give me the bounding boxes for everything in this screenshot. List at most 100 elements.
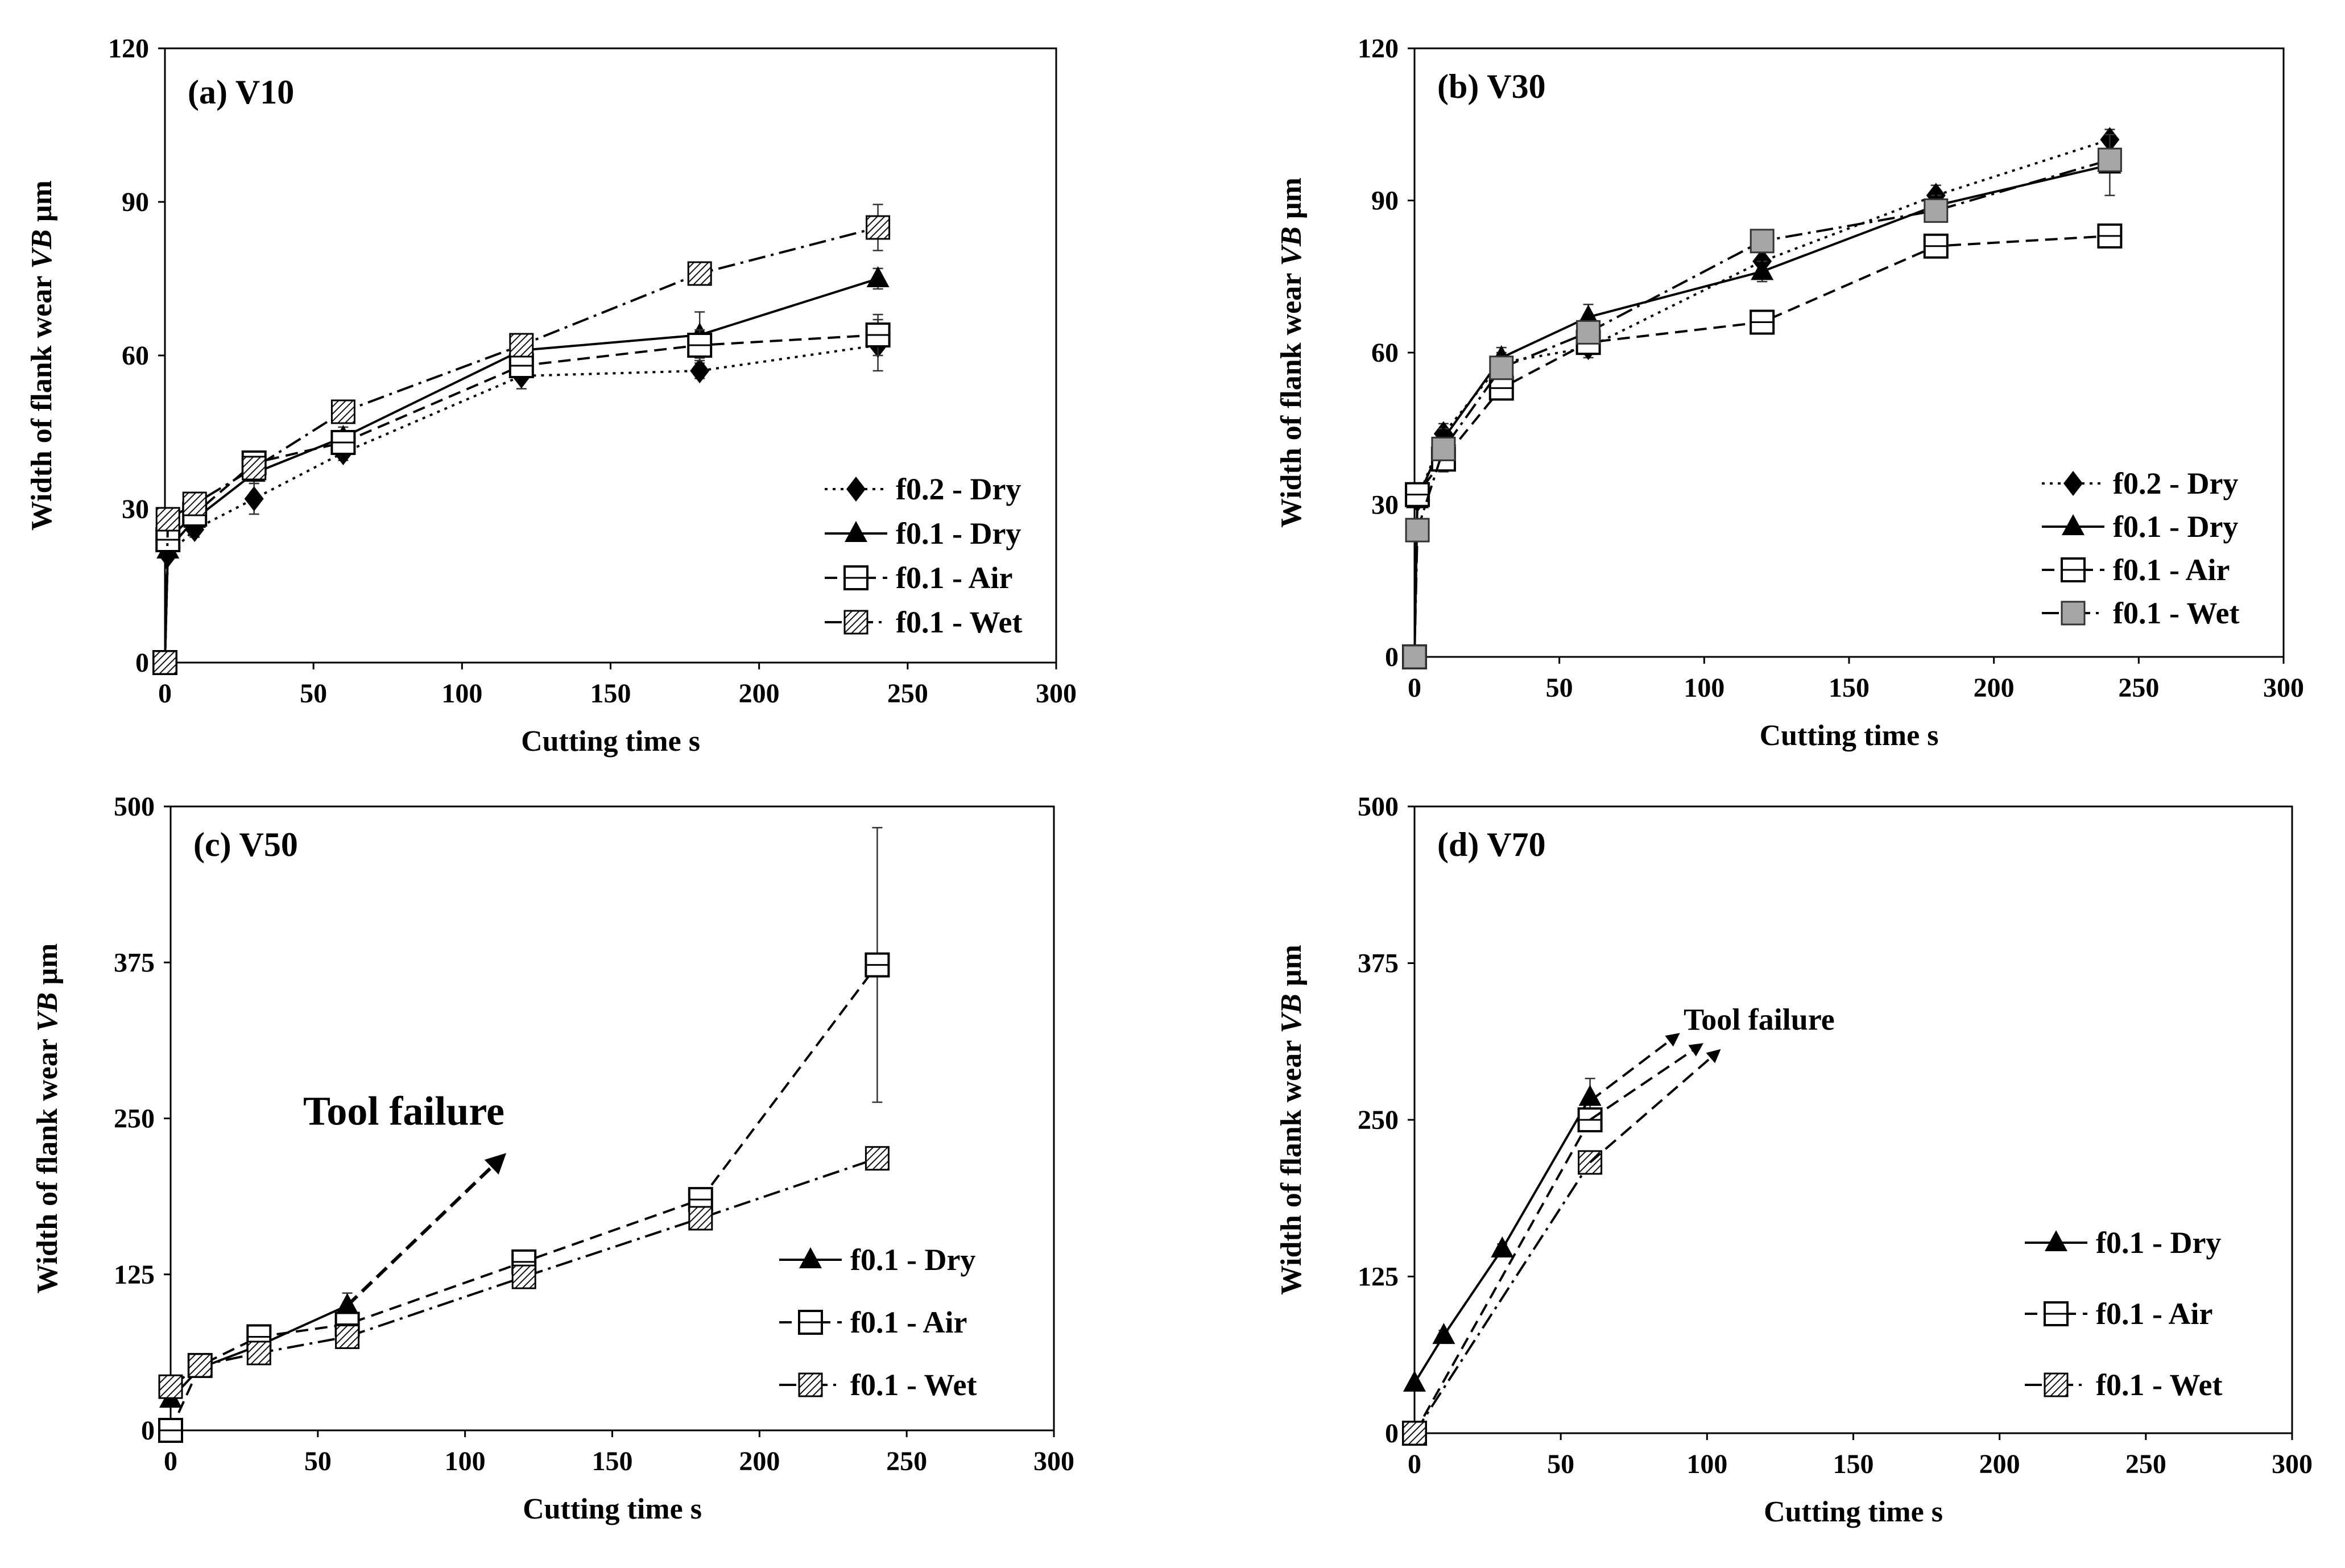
data-point [866, 266, 890, 287]
data-point [242, 456, 267, 481]
x-tick-label: 100 [441, 678, 482, 709]
x-tick-label: 150 [592, 1446, 633, 1476]
x-tick-label: 0 [164, 1446, 177, 1476]
legend-marker [799, 1247, 822, 1268]
legend-label: f0.1 - Air [2096, 1297, 2212, 1331]
y-tick-label: 250 [1358, 1105, 1399, 1135]
y-tick-label: 30 [122, 494, 149, 524]
panel-title: (b) V30 [1437, 68, 1546, 105]
series-line [1413, 1161, 1591, 1434]
data-point [1924, 198, 1949, 223]
chart-panel-1: 0 50 100 150 200 250 300 0 30 60 90 120 Cutting time… [26, 34, 1077, 758]
data-point [687, 261, 712, 286]
series-line [1413, 234, 2110, 657]
legend-marker [2061, 601, 2086, 626]
legend-label: f0.1 - Dry [2096, 1226, 2221, 1260]
data-point [1578, 1085, 1602, 1106]
x-tick-label: 0 [1408, 673, 1421, 703]
data-point [155, 507, 180, 532]
data-point [866, 215, 891, 240]
series-line [169, 1304, 348, 1400]
panel-title: (d) V70 [1437, 826, 1546, 863]
annotation-arrow [1589, 1043, 1704, 1121]
data-point [690, 358, 710, 383]
x-axis-label: Cutting time s [523, 1493, 702, 1525]
y-axis-label: Width of flank wear VB µm [31, 943, 64, 1293]
annotation-arrow [346, 1153, 507, 1307]
y-tick-label: 500 [1358, 792, 1399, 822]
y-tick-label: 90 [122, 187, 149, 217]
data-point [1491, 1236, 1514, 1258]
y-tick-label: 375 [1358, 949, 1399, 979]
annotation-label: Tool failure [1684, 1002, 1835, 1036]
data-point [1402, 644, 1427, 669]
x-tick-label: 200 [1979, 1449, 2020, 1479]
series-1 [1403, 1078, 1602, 1392]
data-point [1431, 436, 1456, 461]
y-tick-label: 0 [141, 1416, 155, 1446]
y-tick-label: 0 [1385, 1418, 1399, 1449]
y-tick-label: 375 [114, 948, 155, 978]
data-point [1576, 320, 1601, 345]
y-tick-label: 120 [108, 34, 149, 64]
x-tick-label: 100 [1684, 673, 1724, 703]
data-point [188, 1353, 213, 1378]
data-point [246, 1341, 271, 1366]
legend-label: f0.1 - Wet [2113, 596, 2239, 630]
x-tick-label: 50 [1546, 673, 1573, 703]
panel-title: (a) V10 [188, 73, 294, 111]
y-tick-label: 125 [1358, 1262, 1399, 1292]
x-tick-label: 100 [445, 1446, 486, 1476]
x-tick-label: 150 [1829, 673, 1870, 703]
legend-marker [846, 477, 866, 502]
legend-marker [2044, 1372, 2069, 1397]
data-point [335, 1324, 360, 1349]
data-point [1405, 518, 1430, 543]
y-axis-label: Width of flank wear VB µm [1275, 945, 1308, 1295]
series-line [1413, 1097, 1591, 1384]
legend-label: f0.2 - Dry [2113, 466, 2238, 500]
data-point [244, 486, 264, 511]
chart-panel-3: 0 50 100 150 200 250 300 0 125 250 375 500 Cutting t… [31, 792, 1074, 1525]
data-point [2097, 147, 2122, 172]
y-tick-label: 120 [1358, 34, 1399, 64]
legend: f0.2 - Dry f0.1 - Dry f0.1 - Air f0.1 - Wet [2042, 466, 2239, 630]
x-tick-label: 250 [886, 1446, 927, 1476]
x-tick-label: 300 [1036, 678, 1077, 709]
y-tick-label: 60 [122, 341, 149, 371]
x-axis-label: Cutting time s [521, 725, 700, 758]
y-tick-label: 500 [114, 792, 155, 822]
legend: f0.1 - Dry f0.1 - Air f0.1 - Wet [2025, 1226, 2222, 1402]
chart-panel-2: 0 50 100 150 200 250 300 0 30 60 90 120 Cutting time… [1275, 34, 2304, 752]
x-tick-label: 300 [2263, 673, 2304, 703]
annotation-arrow [1589, 1049, 1721, 1164]
legend-marker [2045, 1230, 2067, 1251]
legend-label: f0.2 - Dry [896, 472, 1021, 506]
legend-marker [845, 521, 867, 542]
legend-label: f0.1 - Dry [2113, 510, 2238, 544]
x-tick-label: 200 [739, 1446, 780, 1476]
x-axis-label: Cutting time s [1760, 719, 1939, 752]
legend-label: f0.1 - Wet [896, 605, 1022, 639]
data-point [688, 1206, 713, 1231]
series-3 [152, 313, 891, 675]
legend-label: f0.1 - Wet [2096, 1368, 2222, 1402]
x-tick-label: 150 [590, 678, 631, 709]
x-tick-label: 300 [1033, 1446, 1074, 1476]
legend-marker [2063, 471, 2083, 496]
series-line [1413, 1119, 1591, 1434]
data-point [865, 1146, 890, 1171]
data-point [1403, 1370, 1426, 1392]
data-point [511, 1264, 536, 1289]
series-line [1413, 159, 2110, 657]
data-point [1402, 1421, 1427, 1446]
legend-marker [798, 1372, 823, 1397]
x-tick-label: 250 [887, 678, 928, 709]
chart-panel-4: 0 50 100 150 200 250 300 0 125 250 375 500 Cutting t… [1275, 792, 2313, 1528]
y-axis-label: Width of flank wear VB µm [26, 180, 58, 531]
x-axis-label: Cutting time s [1764, 1496, 1943, 1528]
y-tick-label: 30 [1371, 490, 1399, 520]
legend-label: f0.1 - Wet [850, 1368, 977, 1402]
y-tick-label: 90 [1371, 186, 1399, 216]
